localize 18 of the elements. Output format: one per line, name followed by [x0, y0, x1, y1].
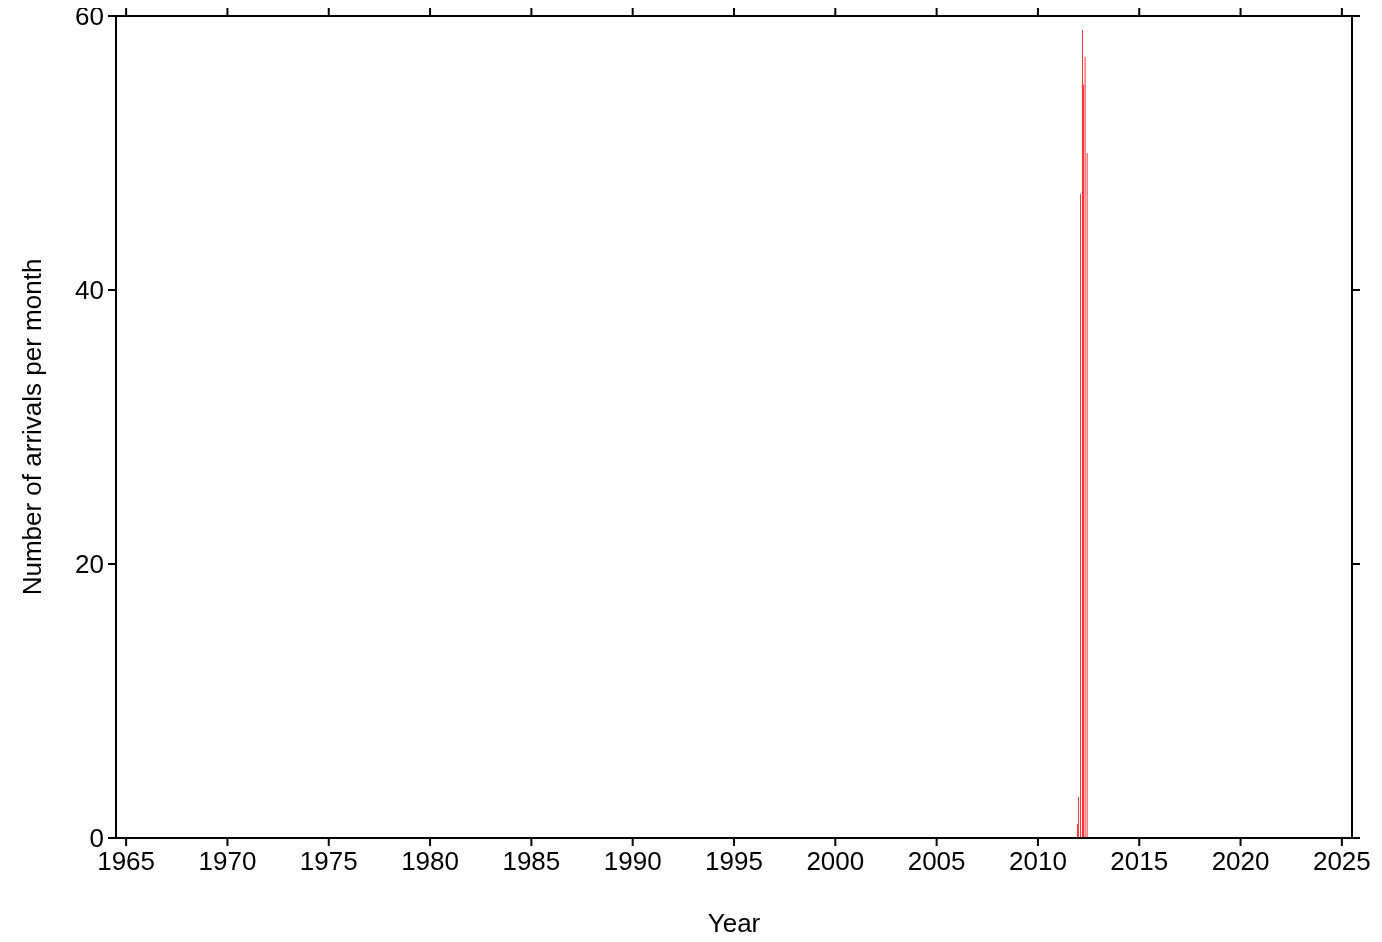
x-tick-label: 2005 [907, 846, 966, 877]
y-tick-label: 60 [75, 1, 104, 32]
y-tick-label: 20 [75, 549, 104, 580]
x-tick-label: 1965 [97, 846, 156, 877]
x-tick-label: 1970 [198, 846, 257, 877]
x-tick-label: 1975 [299, 846, 358, 877]
y-tick-label: 40 [75, 275, 104, 306]
x-tick-label: 1985 [502, 846, 561, 877]
x-axis-title: Year [707, 908, 761, 938]
x-tick-label: 1995 [705, 846, 763, 877]
x-tick-label: 2015 [1110, 846, 1169, 877]
x-tick-label: 1990 [603, 846, 662, 877]
x-tick-label: 2010 [1009, 846, 1067, 877]
x-tick-label: 2025 [1312, 846, 1371, 877]
y-axis-title: Number of arrivals per month [17, 258, 47, 596]
x-tick-label: 2000 [806, 846, 865, 877]
x-tick-label: 2020 [1211, 846, 1270, 877]
x-tick-label: 1980 [401, 846, 459, 877]
